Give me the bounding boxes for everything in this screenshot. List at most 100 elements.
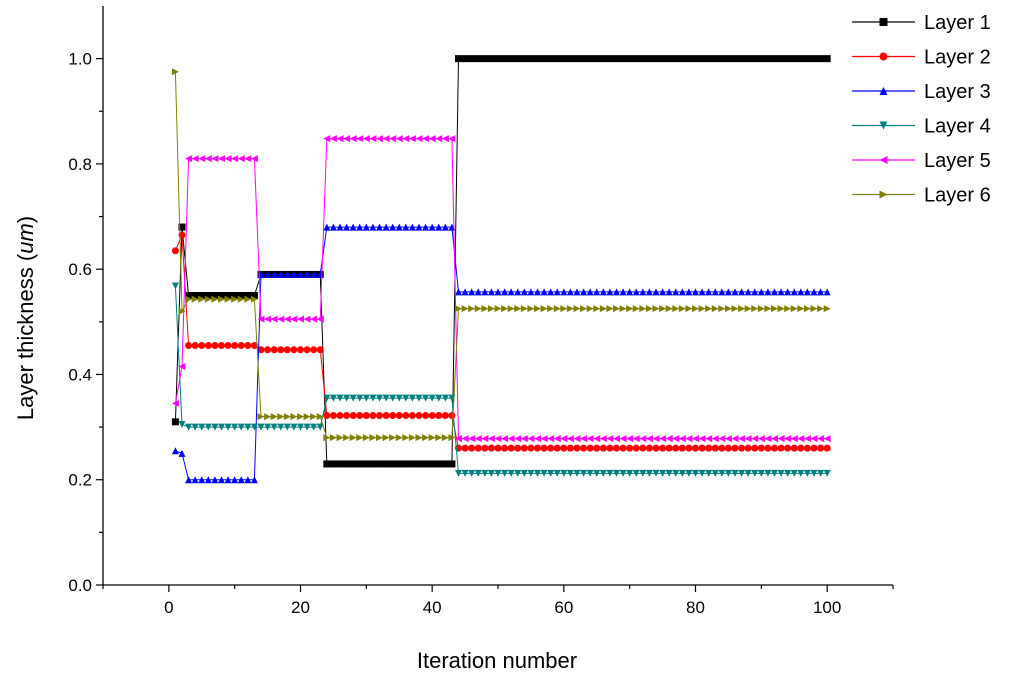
data-point [817,305,825,313]
data-point [751,55,759,63]
data-point [487,305,495,313]
data-point [323,434,331,442]
data-point [573,288,581,296]
data-point [764,444,772,452]
data-point [665,435,673,443]
data-point [481,469,489,477]
data-point [771,305,778,313]
data-point [632,444,640,452]
data-point [514,469,522,477]
data-point [613,444,620,452]
data-point [698,305,706,313]
data-point [494,288,502,296]
data-point [613,305,620,313]
data-point [685,469,693,477]
data-point [402,460,410,468]
x-tick-label: 80 [686,598,705,617]
data-point [329,135,337,143]
data-point [323,394,331,402]
y-tick-label: 0.6 [68,260,92,279]
series-line [174,286,828,474]
data-point [678,444,686,452]
data-point [336,394,344,402]
data-point [171,399,179,407]
data-point [797,288,805,296]
data-point [810,444,818,452]
data-point [540,435,548,443]
data-point [705,55,713,63]
data-point [665,288,673,296]
data-point [777,435,785,443]
data-point [422,394,430,402]
data-point [408,412,416,420]
data-point [501,288,509,296]
data-point [692,288,699,296]
data-point [784,305,792,313]
data-point [678,435,686,443]
data-point [731,469,739,477]
data-point [823,55,831,63]
data-point [771,435,778,443]
data-point [349,394,357,402]
data-point [619,435,627,443]
data-point [461,305,469,313]
data-point [619,305,627,313]
data-point [481,435,489,443]
data-point [487,444,495,452]
data-point [632,305,640,313]
x-tick-label: 40 [423,598,442,617]
data-point [204,423,212,431]
data-point [514,305,522,313]
data-point [369,394,377,402]
data-point [329,394,337,402]
data-point [448,135,456,143]
data-point [672,444,680,452]
data-point [738,288,746,296]
data-point [810,435,818,443]
data-point [652,305,660,313]
data-point [468,55,476,63]
data-point [441,460,449,468]
data-point [178,363,186,371]
data-point [718,435,726,443]
data-point [724,435,732,443]
data-point [395,135,403,143]
data-point [547,469,555,477]
data-point [507,288,515,296]
data-point [678,55,686,63]
data-point [408,135,416,143]
data-point [474,55,482,63]
data-point [185,295,193,303]
data-point [435,434,443,442]
data-point [185,476,193,484]
data-point [692,435,699,443]
data-point [501,305,509,313]
legend-label: Layer 1 [924,12,991,34]
data-point [198,295,206,303]
data-point [356,460,364,468]
data-point [803,55,811,63]
data-point [751,469,759,477]
data-point [316,413,324,421]
data-point [553,444,561,452]
data-point [441,412,449,420]
data-point [566,469,574,477]
data-point [744,55,752,63]
y-tick-label: 1.0 [68,50,92,69]
data-point [764,305,772,313]
data-point [817,435,825,443]
data-point [652,469,660,477]
data-point [178,420,186,428]
data-point [520,444,528,452]
data-point [468,305,476,313]
data-point [606,305,614,313]
data-point [764,288,772,296]
data-point [362,460,370,468]
data-point [580,444,588,452]
data-point [514,288,522,296]
data-point [823,288,831,296]
data-point [678,288,686,296]
data-point [711,305,719,313]
data-point [257,315,265,323]
data-point [507,444,515,452]
